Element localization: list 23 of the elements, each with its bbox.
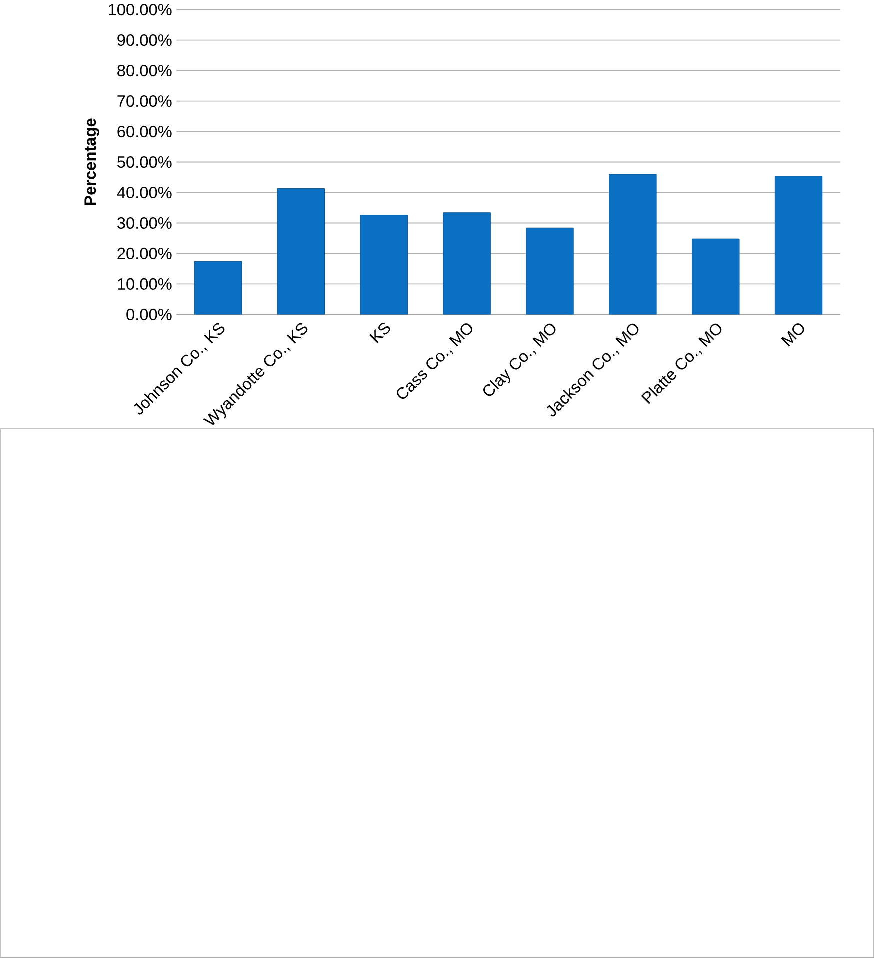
bar [442,212,491,315]
y-tick-label: 80.00% [117,65,172,77]
y-tick-label: 0.00% [126,308,172,320]
bar [774,176,822,315]
y-tick-label: 100.00% [108,4,172,16]
y-tick-label: 20.00% [117,248,172,260]
y-tick-label: 70.00% [117,95,172,108]
bar [360,215,408,315]
y-tick-label: 50.00% [117,156,172,168]
y-tick-label: 40.00% [117,186,172,199]
y-tick-label: 90.00% [117,34,172,46]
x-tick-label: MO [781,324,804,347]
y-axis-title: Percentage [84,118,100,206]
x-tick-label: KS [369,322,390,344]
bar [194,261,242,315]
y-tick-label: 60.00% [117,126,172,138]
y-tick-label: 30.00% [117,217,172,230]
bar [526,228,574,315]
y-tick-label: 10.00% [118,278,172,290]
bar [608,174,657,315]
x-tick-label: Clay Co., MO [483,324,556,396]
bar [276,188,325,315]
bar [692,238,740,315]
